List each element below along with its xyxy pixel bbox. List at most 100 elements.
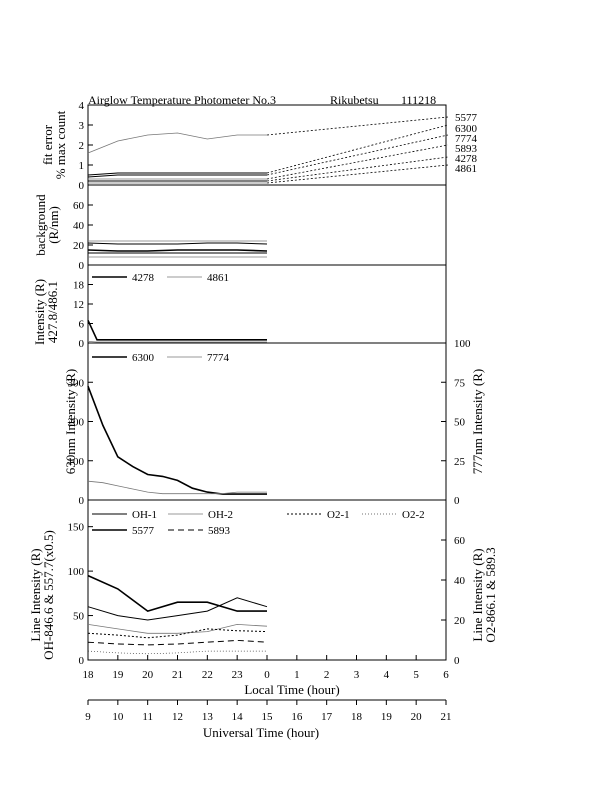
xtick-ut-label: 16 bbox=[291, 711, 303, 723]
ytick-label: 100 bbox=[68, 456, 85, 468]
xtick-local-label: 5 bbox=[413, 669, 419, 681]
ylabel-text: 427.8/486.1 bbox=[45, 281, 60, 343]
ytick-label: 12 bbox=[73, 299, 84, 311]
line-intensity-ylabel2: Line Intensity (R) bbox=[470, 548, 485, 641]
ytick-label: 2 bbox=[79, 140, 85, 152]
ytick-label: 0 bbox=[79, 260, 85, 272]
ytick-label: 0 bbox=[79, 180, 85, 192]
legend-label-O2-1: O2-1 bbox=[327, 509, 350, 521]
xtick-local-label: 20 bbox=[142, 669, 154, 681]
series-5577 bbox=[87, 574, 267, 612]
ytick-label: 4 bbox=[79, 100, 85, 112]
ytick-label: 3 bbox=[79, 120, 85, 132]
series-OH-2 bbox=[87, 623, 268, 634]
ytick-right-label: 75 bbox=[454, 377, 466, 389]
ytick-label: 150 bbox=[68, 522, 85, 534]
fit-error-series-7774 bbox=[87, 174, 267, 178]
ytick-label: 0 bbox=[79, 338, 85, 350]
ylabel-text: % max count bbox=[53, 110, 68, 179]
site-name: Rikubetsu bbox=[330, 93, 379, 107]
n2-hbeta-series-4861 bbox=[87, 341, 267, 343]
xtick-local-label: 18 bbox=[83, 669, 95, 681]
ytick-right-label: 0 bbox=[454, 655, 460, 667]
xtick-ut-label: 9 bbox=[85, 711, 91, 723]
ytick-label: 60 bbox=[73, 200, 85, 212]
chart-title: Airglow Temperature Photometer No.3 bbox=[88, 93, 276, 107]
background-series-2 bbox=[87, 242, 268, 245]
panel-frame-5 bbox=[87, 499, 447, 661]
ytick-right-label: 50 bbox=[454, 417, 466, 429]
legend-label-5577: 5577 bbox=[132, 525, 155, 537]
ytick-label: 0 bbox=[79, 495, 85, 507]
xtick-local-label: 0 bbox=[264, 669, 270, 681]
ytick-label: 40 bbox=[73, 220, 85, 232]
ylabel-text: Line Intensity (R) bbox=[28, 548, 43, 641]
fit-error-label-5893: 5893 bbox=[455, 143, 478, 155]
xtick-local-label: 21 bbox=[172, 669, 183, 681]
xtick-ut-label: 15 bbox=[262, 711, 274, 723]
xtick-ut-label: 21 bbox=[441, 711, 452, 723]
xlabel-ut: Universal Time (hour) bbox=[203, 725, 319, 740]
series-O2-2 bbox=[87, 650, 267, 655]
xtick-ut-label: 19 bbox=[381, 711, 393, 723]
legend-label-OH-1: OH-1 bbox=[132, 509, 157, 521]
ylabel-text: (R/nm) bbox=[46, 206, 61, 244]
legend-label-4861: 4861 bbox=[207, 272, 229, 284]
ylabel-text: background bbox=[33, 194, 48, 256]
legend-label-OH-2: OH-2 bbox=[208, 509, 233, 521]
xtick-local-label: 23 bbox=[232, 669, 244, 681]
xtick-local-label: 4 bbox=[384, 669, 390, 681]
ylabel-text: Intensity (R) bbox=[32, 279, 47, 345]
ylabel-text: fit error bbox=[40, 124, 55, 165]
fit-error-series-5577 bbox=[87, 132, 267, 154]
xtick-ut-label: 17 bbox=[321, 711, 333, 723]
xlabel-local: Local Time (hour) bbox=[244, 682, 339, 697]
xtick-ut-label: 14 bbox=[232, 711, 244, 723]
ytick-label: 6 bbox=[79, 319, 85, 331]
xtick-ut-label: 13 bbox=[202, 711, 214, 723]
legend-label-6300: 6300 bbox=[132, 352, 155, 364]
date-label: 111218 bbox=[401, 93, 436, 107]
panel-frame-4 bbox=[87, 342, 447, 501]
xtick-ut-label: 20 bbox=[411, 711, 423, 723]
fit-error-extrapolation bbox=[266, 156, 449, 182]
ytick-label: 1 bbox=[79, 160, 85, 172]
xtick-local-label: 19 bbox=[112, 669, 124, 681]
xtick-ut-label: 12 bbox=[172, 711, 183, 723]
series-O2-1 bbox=[87, 628, 268, 639]
series-6300 bbox=[87, 385, 267, 495]
series-OH-1 bbox=[87, 597, 268, 621]
ytick-right-label: 60 bbox=[454, 535, 466, 547]
xtick-ut-label: 10 bbox=[112, 711, 124, 723]
xtick-ut-label: 18 bbox=[351, 711, 363, 723]
ytick-label: 100 bbox=[68, 566, 85, 578]
background-series-3 bbox=[87, 249, 268, 252]
fit-error-label-4278: 4278 bbox=[455, 153, 478, 165]
xtick-local-label: 2 bbox=[324, 669, 330, 681]
xtick-local-label: 3 bbox=[354, 669, 360, 681]
xtick-ut-label: 11 bbox=[142, 711, 153, 723]
xtick-local-label: 6 bbox=[443, 669, 449, 681]
fit-error-label-7774: 7774 bbox=[455, 133, 478, 145]
legend-label-4278: 4278 bbox=[132, 272, 155, 284]
fit-error-extrapolation bbox=[266, 116, 449, 136]
series-5893 bbox=[87, 639, 268, 646]
fit-error-extrapolation bbox=[266, 164, 449, 184]
n2-hbeta-series-4278 bbox=[87, 319, 267, 341]
fit-error-extrapolation bbox=[266, 134, 449, 176]
ytick-label: 300 bbox=[68, 377, 85, 389]
ytick-label: 50 bbox=[73, 611, 85, 623]
xtick-local-label: 22 bbox=[202, 669, 213, 681]
line-intensity-ylabel2: O2-866.1 & 589.3 bbox=[483, 547, 498, 642]
ytick-right-label: 20 bbox=[454, 615, 466, 627]
fit-error-series-6300 bbox=[87, 172, 267, 176]
fit-error-label-5577: 5577 bbox=[455, 112, 478, 124]
ytick-label: 18 bbox=[73, 280, 85, 292]
ylabel-text: OH-846.6 & 557.7(x0.5) bbox=[41, 530, 56, 660]
fit-error-label-6300: 6300 bbox=[455, 123, 478, 135]
ylabel-text: 630nm Intensity (R) bbox=[63, 369, 78, 474]
fit-error-label-4861: 4861 bbox=[455, 163, 477, 175]
ytick-label: 20 bbox=[73, 240, 85, 252]
series-7774 bbox=[87, 480, 267, 495]
legend-label-O2-2: O2-2 bbox=[402, 509, 425, 521]
